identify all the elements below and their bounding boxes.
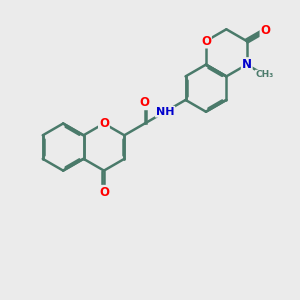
Text: CH₃: CH₃ — [256, 70, 274, 80]
Text: O: O — [99, 117, 109, 130]
Text: NH: NH — [156, 107, 174, 117]
Text: O: O — [140, 96, 150, 109]
Text: O: O — [260, 24, 271, 37]
Text: O: O — [201, 34, 211, 48]
Text: O: O — [99, 186, 109, 199]
Text: N: N — [242, 58, 252, 71]
